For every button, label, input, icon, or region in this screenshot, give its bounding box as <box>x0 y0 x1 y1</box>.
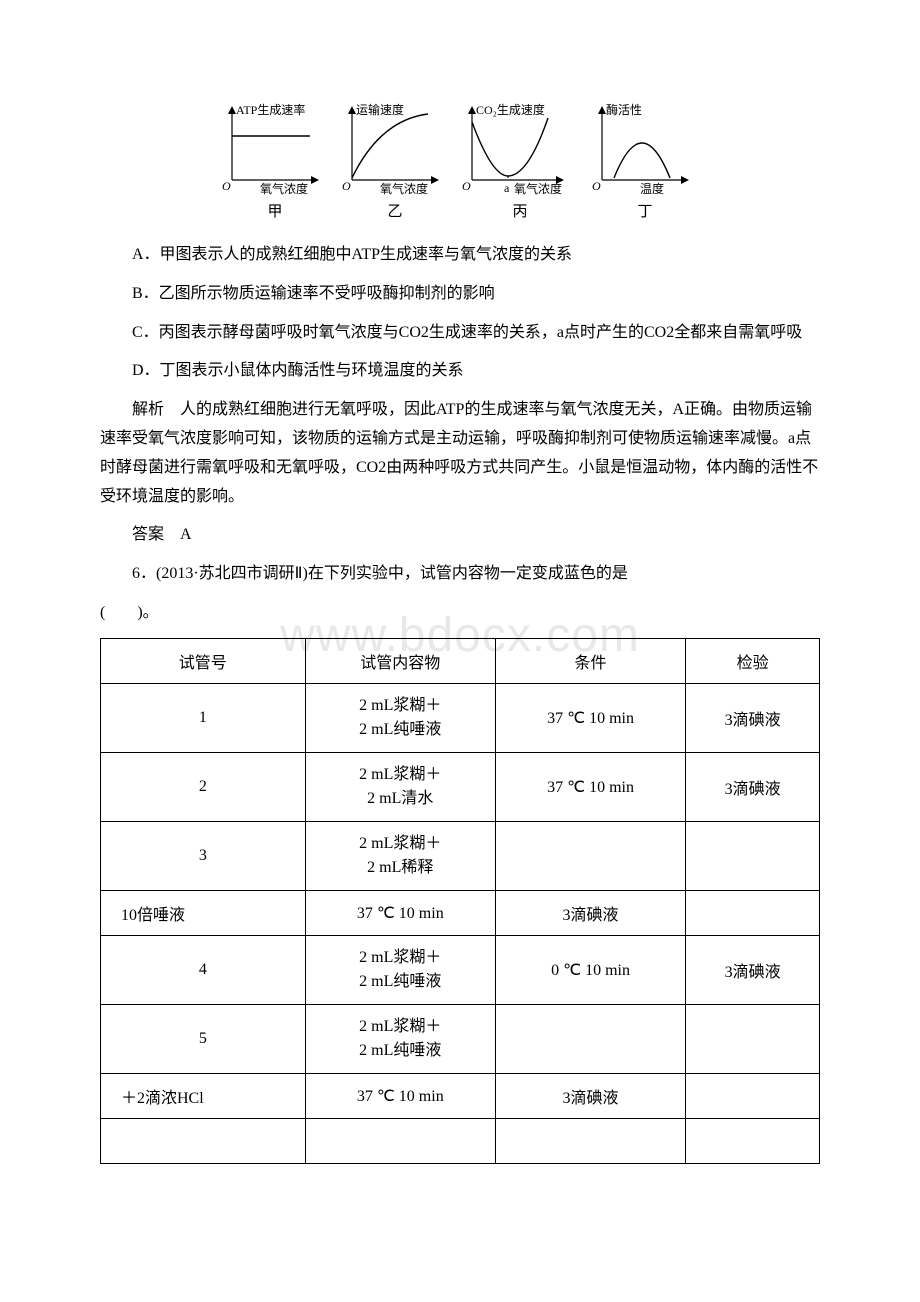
table-row: 1 2 mL浆糊＋2 mL纯唾液 37 ℃ 10 min 3滴碘液 <box>101 683 820 752</box>
table-row: ＋2滴浓HCl 37 ℃ 10 min 3滴碘液 <box>101 1073 820 1118</box>
chart-jia-origin: O <box>222 179 231 193</box>
cell: 1 <box>101 683 306 752</box>
table-row: 3 2 mL浆糊＋2 mL稀释 <box>101 821 820 890</box>
th-condition: 条件 <box>495 638 685 683</box>
cell: 2 mL浆糊＋2 mL清水 <box>305 752 495 821</box>
cell: 10倍唾液 <box>101 890 306 935</box>
cell: 3 <box>101 821 306 890</box>
answer: 答案 A <box>100 521 820 550</box>
chart-ding: 酶活性 O 温度 丁 <box>590 100 700 221</box>
table-header-row: 试管号 试管内容物 条件 检验 <box>101 638 820 683</box>
chart-bing-xlabel: 氧气浓度 <box>514 181 562 196</box>
table-row: 4 2 mL浆糊＋2 mL纯唾液 0 ℃ 10 min 3滴碘液 <box>101 935 820 1004</box>
cell: 5 <box>101 1004 306 1073</box>
cell <box>686 1118 820 1163</box>
question-6-stem: 6．(2013·苏北四市调研Ⅱ)在下列实验中，试管内容物一定变成蓝色的是 <box>100 560 820 589</box>
cell <box>101 1118 306 1163</box>
cell: 2 mL浆糊＋2 mL纯唾液 <box>305 1004 495 1073</box>
cell: 2 mL浆糊＋2 mL纯唾液 <box>305 935 495 1004</box>
chart-yi-origin: O <box>342 179 351 193</box>
chart-jia: ATP生成速率 O 氧气浓度 甲 <box>220 100 330 221</box>
cell <box>305 1118 495 1163</box>
cell <box>686 1073 820 1118</box>
chart-bing-origin: O <box>462 179 471 193</box>
cell: 3滴碘液 <box>686 935 820 1004</box>
option-c: C．丙图表示酵母菌呼吸时氧气浓度与CO2生成速率的关系，a点时产生的CO2全都来… <box>100 319 820 348</box>
cell: 3滴碘液 <box>686 683 820 752</box>
question-6-paren: ( )。 <box>100 599 820 628</box>
chart-jia-svg: ATP生成速率 O 氧气浓度 <box>220 100 330 196</box>
cell: 37 ℃ 10 min <box>495 683 685 752</box>
chart-yi-xlabel: 氧气浓度 <box>380 181 428 196</box>
cell <box>495 821 685 890</box>
chart-ding-origin: O <box>592 179 601 193</box>
cell: 2 mL浆糊＋2 mL纯唾液 <box>305 683 495 752</box>
cell: 3滴碘液 <box>495 890 685 935</box>
chart-jia-ylabel: ATP生成速率 <box>236 102 305 117</box>
table-row: 2 2 mL浆糊＋2 mL清水 37 ℃ 10 min 3滴碘液 <box>101 752 820 821</box>
cell <box>686 821 820 890</box>
chart-ding-ylabel: 酶活性 <box>606 102 642 117</box>
cell: 37 ℃ 10 min <box>305 890 495 935</box>
table-row-empty <box>101 1118 820 1163</box>
option-a: A．甲图表示人的成熟红细胞中ATP生成速率与氧气浓度的关系 <box>100 241 820 270</box>
chart-jia-xlabel: 氧气浓度 <box>260 181 308 196</box>
table-row: 5 2 mL浆糊＋2 mL纯唾液 <box>101 1004 820 1073</box>
cell: 2 mL浆糊＋2 mL稀释 <box>305 821 495 890</box>
chart-yi-ylabel: 运输速度 <box>356 102 404 117</box>
cell: 3滴碘液 <box>495 1073 685 1118</box>
cell: 2 <box>101 752 306 821</box>
option-b: B．乙图所示物质运输速率不受呼吸酶抑制剂的影响 <box>100 280 820 309</box>
th-test: 检验 <box>686 638 820 683</box>
chart-bing-svg: CO₂生成速度 O a 氧气浓度 <box>460 100 580 196</box>
explanation: 解析 人的成熟红细胞进行无氧呼吸，因此ATP的生成速率与氧气浓度无关，A正确。由… <box>100 396 820 511</box>
cell: 37 ℃ 10 min <box>495 752 685 821</box>
cell: 37 ℃ 10 min <box>305 1073 495 1118</box>
table-row: 10倍唾液 37 ℃ 10 min 3滴碘液 <box>101 890 820 935</box>
chart-yi-svg: 运输速度 O 氧气浓度 <box>340 100 450 196</box>
chart-yi: 运输速度 O 氧气浓度 乙 <box>340 100 450 221</box>
cell: 4 <box>101 935 306 1004</box>
cell <box>495 1004 685 1073</box>
chart-bing-ylabel: CO₂生成速度 <box>476 102 545 117</box>
cell <box>686 1004 820 1073</box>
charts-row: ATP生成速率 O 氧气浓度 甲 运输速度 O 氧气浓度 乙 CO₂生成速度 <box>100 100 820 221</box>
option-d: D．丁图表示小鼠体内酶活性与环境温度的关系 <box>100 357 820 386</box>
cell <box>495 1118 685 1163</box>
cell: 0 ℃ 10 min <box>495 935 685 1004</box>
th-content: 试管内容物 <box>305 638 495 683</box>
chart-ding-svg: 酶活性 O 温度 <box>590 100 700 196</box>
th-tube: 试管号 <box>101 638 306 683</box>
chart-jia-caption: 甲 <box>267 200 282 221</box>
chart-bing: CO₂生成速度 O a 氧气浓度 丙 <box>460 100 580 221</box>
chart-bing-caption: 丙 <box>512 200 527 221</box>
cell <box>686 890 820 935</box>
chart-ding-xlabel: 温度 <box>640 181 664 196</box>
cell: 3滴碘液 <box>686 752 820 821</box>
chart-bing-point: a <box>504 181 510 195</box>
experiment-table: 试管号 试管内容物 条件 检验 1 2 mL浆糊＋2 mL纯唾液 37 ℃ 10… <box>100 638 820 1164</box>
option-c-text: C．丙图表示酵母菌呼吸时氧气浓度与CO2生成速率的关系，a点时产生的CO2全都来… <box>132 324 802 341</box>
chart-yi-caption: 乙 <box>387 200 402 221</box>
chart-ding-caption: 丁 <box>637 200 652 221</box>
cell: ＋2滴浓HCl <box>101 1073 306 1118</box>
